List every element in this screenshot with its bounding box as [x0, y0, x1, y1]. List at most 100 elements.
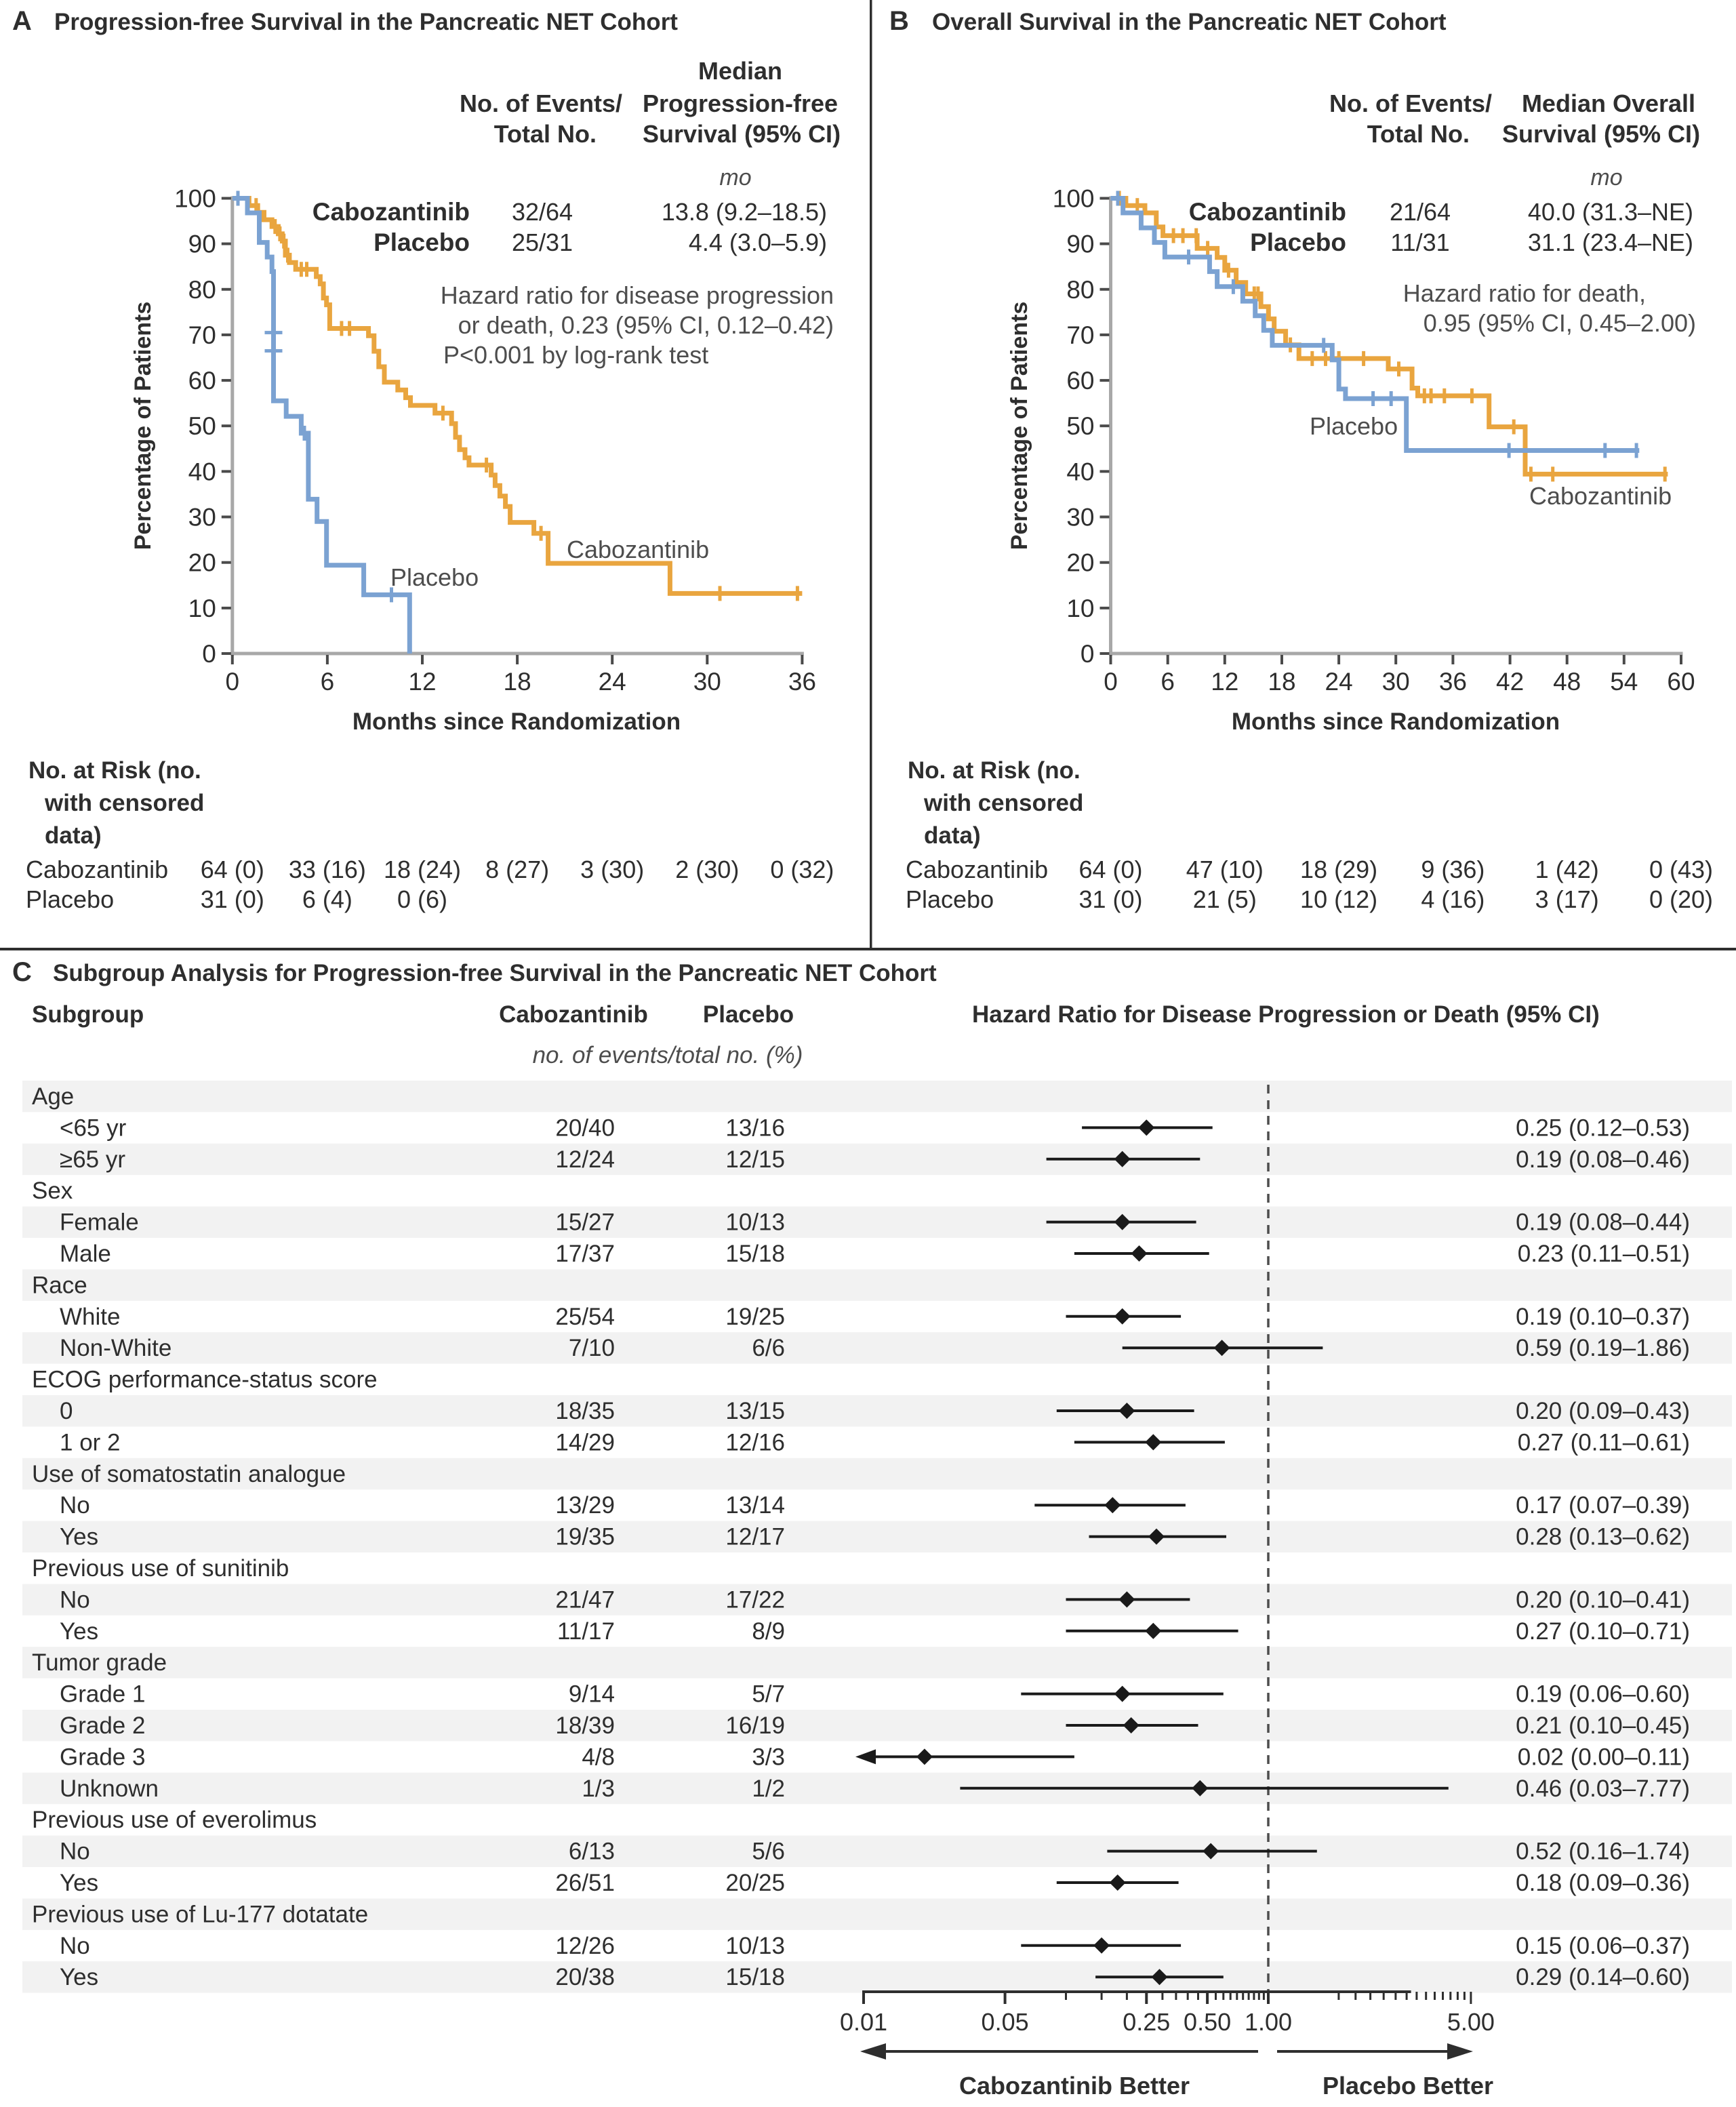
svg-text:3 (30): 3 (30) — [580, 856, 644, 883]
svg-text:Hazard Ratio for Disease Progr: Hazard Ratio for Disease Progression or … — [972, 1001, 1600, 1028]
svg-text:100: 100 — [1053, 185, 1095, 213]
svg-text:0.52 (0.16–1.74): 0.52 (0.16–1.74) — [1516, 1839, 1690, 1865]
svg-text:0.50: 0.50 — [1184, 2008, 1231, 2036]
svg-text:No: No — [60, 1586, 90, 1613]
svg-text:0.25: 0.25 — [1123, 2008, 1170, 2036]
svg-text:31 (0): 31 (0) — [1078, 885, 1142, 913]
svg-text:8/9: 8/9 — [752, 1618, 785, 1645]
svg-text:18 (24): 18 (24) — [384, 856, 461, 883]
svg-text:Placebo: Placebo — [390, 563, 479, 591]
svg-text:with censored: with censored — [44, 790, 204, 816]
svg-text:P<0.001 by log-rank test: P<0.001 by log-rank test — [443, 341, 708, 369]
svg-text:0.95 (95% CI, 0.45–2.00): 0.95 (95% CI, 0.45–2.00) — [1424, 309, 1696, 337]
svg-text:Placebo: Placebo — [906, 885, 994, 913]
svg-text:9/14: 9/14 — [569, 1681, 615, 1708]
svg-text:11/31: 11/31 — [1390, 228, 1449, 256]
svg-text:2 (30): 2 (30) — [675, 856, 739, 883]
svg-text:Use of somatostatin analogue: Use of somatostatin analogue — [32, 1461, 346, 1487]
svg-text:0.05: 0.05 — [982, 2008, 1029, 2036]
svg-text:40: 40 — [1066, 458, 1094, 485]
svg-text:4 (16): 4 (16) — [1421, 885, 1485, 913]
svg-text:0.29 (0.14–0.60): 0.29 (0.14–0.60) — [1516, 1964, 1690, 1990]
svg-text:0.15 (0.06–0.37): 0.15 (0.06–0.37) — [1516, 1933, 1690, 1959]
svg-text:9 (36): 9 (36) — [1421, 856, 1485, 883]
svg-text:0.17 (0.07–0.39): 0.17 (0.07–0.39) — [1516, 1492, 1690, 1519]
svg-text:Median Overall: Median Overall — [1522, 89, 1695, 117]
svg-text:36: 36 — [1439, 668, 1467, 696]
svg-text:Female: Female — [60, 1209, 139, 1236]
svg-text:60: 60 — [188, 367, 216, 395]
svg-text:5.00: 5.00 — [1447, 2008, 1495, 2036]
svg-text:10: 10 — [188, 595, 216, 622]
svg-text:6: 6 — [321, 668, 335, 696]
svg-text:13/16: 13/16 — [725, 1115, 785, 1141]
svg-text:12/26: 12/26 — [555, 1933, 615, 1959]
svg-text:80: 80 — [1066, 276, 1094, 304]
svg-text:Race: Race — [32, 1272, 87, 1298]
svg-text:Progression-free Survival in t: Progression-free Survival in the Pancrea… — [54, 9, 678, 35]
svg-text:≥65 yr: ≥65 yr — [60, 1146, 125, 1173]
svg-text:25/54: 25/54 — [555, 1304, 615, 1330]
svg-text:0.19 (0.06–0.60): 0.19 (0.06–0.60) — [1516, 1681, 1690, 1708]
svg-text:20/25: 20/25 — [725, 1870, 785, 1896]
svg-text:No: No — [60, 1933, 90, 1959]
svg-text:1/3: 1/3 — [582, 1775, 615, 1802]
svg-text:20: 20 — [1066, 549, 1094, 577]
svg-text:0 (20): 0 (20) — [1649, 885, 1713, 913]
svg-text:Male: Male — [60, 1241, 111, 1267]
svg-text:12/16: 12/16 — [725, 1429, 785, 1456]
svg-text:0.02 (0.00–0.11): 0.02 (0.00–0.11) — [1518, 1744, 1690, 1770]
svg-text:0 (6): 0 (6) — [397, 885, 447, 913]
svg-text:50: 50 — [188, 412, 216, 440]
svg-text:18: 18 — [504, 668, 531, 696]
svg-text:Cabozantinib: Cabozantinib — [906, 856, 1048, 883]
svg-text:0.28 (0.13–0.62): 0.28 (0.13–0.62) — [1516, 1524, 1690, 1550]
svg-text:Progression-free: Progression-free — [643, 89, 838, 117]
svg-text:no. of events/total no. (%): no. of events/total no. (%) — [533, 1042, 803, 1068]
svg-text:17/22: 17/22 — [725, 1586, 785, 1613]
svg-text:0.46 (0.03–7.77): 0.46 (0.03–7.77) — [1516, 1775, 1690, 1802]
svg-text:No. of Events/: No. of Events/ — [1329, 89, 1492, 117]
svg-text:Percentage of Patients: Percentage of Patients — [130, 302, 156, 550]
svg-text:90: 90 — [1066, 230, 1094, 258]
svg-text:Survival (95% CI): Survival (95% CI) — [1502, 120, 1700, 148]
svg-text:Months since Randomization: Months since Randomization — [1232, 708, 1560, 735]
svg-text:0.20 (0.09–0.43): 0.20 (0.09–0.43) — [1516, 1398, 1690, 1424]
svg-text:Unknown: Unknown — [60, 1775, 159, 1802]
svg-text:12/17: 12/17 — [725, 1524, 785, 1550]
svg-text:Tumor grade: Tumor grade — [32, 1649, 167, 1676]
svg-text:C: C — [12, 957, 32, 987]
svg-text:0.19 (0.10–0.37): 0.19 (0.10–0.37) — [1516, 1304, 1690, 1330]
svg-text:48: 48 — [1553, 668, 1581, 696]
svg-text:30: 30 — [1066, 504, 1094, 531]
svg-text:15/18: 15/18 — [725, 1964, 785, 1990]
svg-text:90: 90 — [188, 230, 216, 258]
svg-text:20/38: 20/38 — [555, 1964, 615, 1990]
svg-text:30: 30 — [693, 668, 721, 696]
svg-text:18: 18 — [1268, 668, 1295, 696]
svg-text:Cabozantinib: Cabozantinib — [312, 198, 470, 226]
svg-text:ECOG performance-status score: ECOG performance-status score — [32, 1367, 378, 1393]
svg-text:mo: mo — [1590, 165, 1622, 190]
svg-text:data): data) — [45, 822, 102, 849]
svg-text:13/14: 13/14 — [725, 1492, 785, 1519]
svg-text:0.01: 0.01 — [840, 2008, 887, 2036]
svg-text:12/15: 12/15 — [725, 1146, 785, 1173]
svg-text:No. at Risk (no.: No. at Risk (no. — [908, 757, 1081, 784]
svg-text:Previous use of Lu-177 dotatat: Previous use of Lu-177 dotatate — [32, 1901, 368, 1927]
svg-text:0.21 (0.10–0.45): 0.21 (0.10–0.45) — [1516, 1712, 1690, 1739]
svg-text:18/35: 18/35 — [555, 1398, 615, 1424]
svg-text:Yes: Yes — [60, 1618, 98, 1645]
svg-text:Placebo: Placebo — [374, 228, 470, 256]
svg-text:18/39: 18/39 — [555, 1712, 615, 1739]
svg-text:0: 0 — [1104, 668, 1118, 696]
svg-text:7/10: 7/10 — [569, 1335, 615, 1361]
svg-text:31.1 (23.4–NE): 31.1 (23.4–NE) — [1528, 228, 1693, 256]
svg-text:40.0 (31.3–NE): 40.0 (31.3–NE) — [1528, 198, 1693, 226]
svg-text:8 (27): 8 (27) — [485, 856, 549, 883]
svg-text:15/18: 15/18 — [725, 1241, 785, 1267]
svg-text:5/6: 5/6 — [752, 1839, 785, 1865]
svg-text:Age: Age — [32, 1083, 74, 1110]
svg-text:No: No — [60, 1492, 90, 1519]
svg-text:Cabozantinib: Cabozantinib — [567, 536, 709, 563]
